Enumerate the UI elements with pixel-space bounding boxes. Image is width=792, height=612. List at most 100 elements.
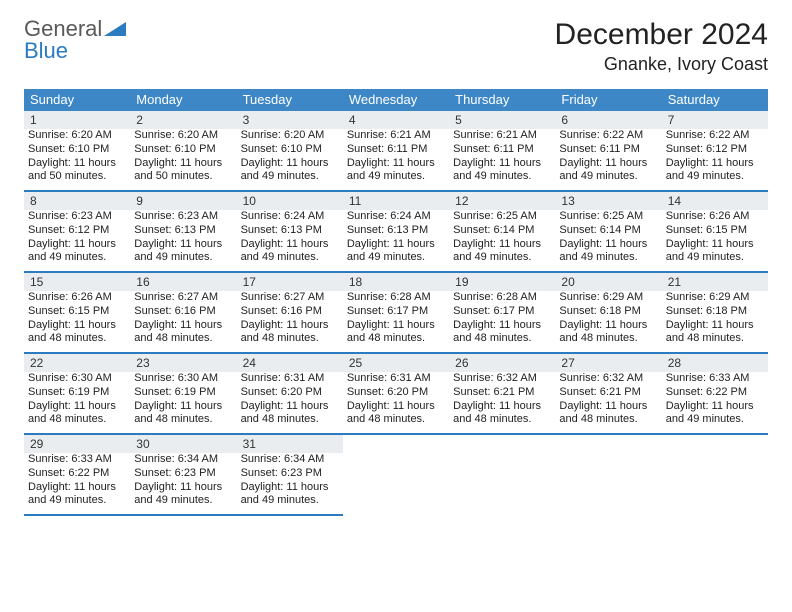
day-cell: Sunrise: 6:21 AMSunset: 6:11 PMDaylight:… <box>449 129 555 190</box>
day-number: 22 <box>24 354 130 372</box>
sunset-line: Sunset: 6:11 PM <box>453 143 551 157</box>
sunrise-line: Sunrise: 6:21 AM <box>453 129 551 143</box>
sunset-line: Sunset: 6:13 PM <box>347 224 445 238</box>
day-number: 1 <box>24 111 130 129</box>
sunrise-line: Sunrise: 6:28 AM <box>453 291 551 305</box>
day-number: 19 <box>449 273 555 291</box>
day-number: 11 <box>343 192 449 210</box>
daylight-line-1: Daylight: 11 hours <box>453 238 551 252</box>
sunrise-line: Sunrise: 6:26 AM <box>28 291 126 305</box>
sunset-line: Sunset: 6:14 PM <box>453 224 551 238</box>
weekday-header: Friday <box>555 89 661 111</box>
calendar: SundayMondayTuesdayWednesdayThursdayFrid… <box>24 89 768 516</box>
daylight-line-2: and 49 minutes. <box>347 170 445 184</box>
daylight-line-1: Daylight: 11 hours <box>666 400 764 414</box>
daylight-line-1: Daylight: 11 hours <box>559 238 657 252</box>
day-cell: Sunrise: 6:28 AMSunset: 6:17 PMDaylight:… <box>343 291 449 352</box>
week-row: Sunrise: 6:20 AMSunset: 6:10 PMDaylight:… <box>24 129 768 192</box>
daylight-line-1: Daylight: 11 hours <box>28 481 126 495</box>
weekday-header: Sunday <box>24 89 130 111</box>
day-cell: Sunrise: 6:30 AMSunset: 6:19 PMDaylight:… <box>24 372 130 433</box>
sunrise-line: Sunrise: 6:25 AM <box>453 210 551 224</box>
sunrise-line: Sunrise: 6:29 AM <box>559 291 657 305</box>
day-cell: Sunrise: 6:34 AMSunset: 6:23 PMDaylight:… <box>130 453 236 516</box>
day-number: 16 <box>130 273 236 291</box>
sunset-line: Sunset: 6:11 PM <box>347 143 445 157</box>
sunset-line: Sunset: 6:22 PM <box>666 386 764 400</box>
day-number: 12 <box>449 192 555 210</box>
daylight-line-2: and 49 minutes. <box>666 170 764 184</box>
sunrise-line: Sunrise: 6:30 AM <box>28 372 126 386</box>
sunrise-line: Sunrise: 6:28 AM <box>347 291 445 305</box>
day-cell: Sunrise: 6:31 AMSunset: 6:20 PMDaylight:… <box>237 372 343 433</box>
daylight-line-2: and 48 minutes. <box>241 332 339 346</box>
day-number: 28 <box>662 354 768 372</box>
logo-text-blue: Blue <box>24 38 68 63</box>
sunrise-line: Sunrise: 6:21 AM <box>347 129 445 143</box>
daylight-line-1: Daylight: 11 hours <box>453 319 551 333</box>
sunset-line: Sunset: 6:12 PM <box>28 224 126 238</box>
day-number: 30 <box>130 435 236 453</box>
daylight-line-2: and 48 minutes. <box>28 413 126 427</box>
day-cell: Sunrise: 6:34 AMSunset: 6:23 PMDaylight:… <box>237 453 343 516</box>
daynum-row: 15161718192021 <box>24 273 768 291</box>
sunset-line: Sunset: 6:18 PM <box>559 305 657 319</box>
day-cell: Sunrise: 6:26 AMSunset: 6:15 PMDaylight:… <box>24 291 130 352</box>
day-number: 27 <box>555 354 661 372</box>
daylight-line-2: and 49 minutes. <box>559 170 657 184</box>
daylight-line-2: and 49 minutes. <box>241 251 339 265</box>
sunrise-line: Sunrise: 6:27 AM <box>241 291 339 305</box>
daylight-line-2: and 49 minutes. <box>666 413 764 427</box>
daynum-row: 293031 <box>24 435 768 453</box>
day-number <box>343 435 449 453</box>
sunrise-line: Sunrise: 6:23 AM <box>134 210 232 224</box>
daylight-line-1: Daylight: 11 hours <box>134 400 232 414</box>
daylight-line-2: and 49 minutes. <box>347 251 445 265</box>
day-number: 8 <box>24 192 130 210</box>
day-cell: Sunrise: 6:23 AMSunset: 6:12 PMDaylight:… <box>24 210 130 271</box>
week-row: Sunrise: 6:33 AMSunset: 6:22 PMDaylight:… <box>24 453 768 516</box>
page-subtitle: Gnanke, Ivory Coast <box>555 54 768 75</box>
sunset-line: Sunset: 6:20 PM <box>241 386 339 400</box>
daylight-line-2: and 49 minutes. <box>559 251 657 265</box>
sunrise-line: Sunrise: 6:34 AM <box>241 453 339 467</box>
daylight-line-1: Daylight: 11 hours <box>28 157 126 171</box>
weekday-header-row: SundayMondayTuesdayWednesdayThursdayFrid… <box>24 89 768 111</box>
day-cell: Sunrise: 6:32 AMSunset: 6:21 PMDaylight:… <box>555 372 661 433</box>
sunset-line: Sunset: 6:10 PM <box>28 143 126 157</box>
day-number <box>449 435 555 453</box>
daylight-line-2: and 48 minutes. <box>134 413 232 427</box>
sunset-line: Sunset: 6:13 PM <box>241 224 339 238</box>
daynum-row: 1234567 <box>24 111 768 129</box>
daylight-line-2: and 49 minutes. <box>28 251 126 265</box>
week-row: Sunrise: 6:30 AMSunset: 6:19 PMDaylight:… <box>24 372 768 435</box>
daylight-line-2: and 49 minutes. <box>241 494 339 508</box>
sunset-line: Sunset: 6:20 PM <box>347 386 445 400</box>
daylight-line-2: and 48 minutes. <box>559 332 657 346</box>
empty-cell <box>662 453 768 516</box>
week-row: Sunrise: 6:26 AMSunset: 6:15 PMDaylight:… <box>24 291 768 354</box>
sunset-line: Sunset: 6:23 PM <box>134 467 232 481</box>
sunrise-line: Sunrise: 6:22 AM <box>666 129 764 143</box>
day-number <box>555 435 661 453</box>
daylight-line-1: Daylight: 11 hours <box>559 400 657 414</box>
sunset-line: Sunset: 6:15 PM <box>666 224 764 238</box>
day-number: 17 <box>237 273 343 291</box>
empty-cell <box>449 453 555 516</box>
sunset-line: Sunset: 6:11 PM <box>559 143 657 157</box>
sunrise-line: Sunrise: 6:26 AM <box>666 210 764 224</box>
day-number: 4 <box>343 111 449 129</box>
daylight-line-1: Daylight: 11 hours <box>28 400 126 414</box>
day-number: 25 <box>343 354 449 372</box>
day-cell: Sunrise: 6:29 AMSunset: 6:18 PMDaylight:… <box>555 291 661 352</box>
day-number <box>662 435 768 453</box>
day-number: 31 <box>237 435 343 453</box>
sunset-line: Sunset: 6:17 PM <box>453 305 551 319</box>
day-cell: Sunrise: 6:24 AMSunset: 6:13 PMDaylight:… <box>343 210 449 271</box>
sunset-line: Sunset: 6:10 PM <box>241 143 339 157</box>
day-number: 29 <box>24 435 130 453</box>
daylight-line-2: and 49 minutes. <box>28 494 126 508</box>
sunset-line: Sunset: 6:21 PM <box>559 386 657 400</box>
daylight-line-2: and 49 minutes. <box>134 494 232 508</box>
day-cell: Sunrise: 6:21 AMSunset: 6:11 PMDaylight:… <box>343 129 449 190</box>
